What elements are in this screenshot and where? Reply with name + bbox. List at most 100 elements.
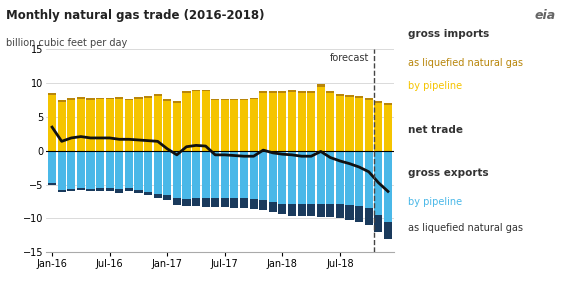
Bar <box>211 100 219 151</box>
Bar <box>288 204 296 216</box>
Bar <box>173 103 181 151</box>
Bar <box>288 151 296 204</box>
Bar <box>288 92 296 151</box>
Bar <box>336 96 344 151</box>
Bar <box>317 86 325 151</box>
Bar <box>173 198 181 205</box>
Bar <box>384 151 392 222</box>
Bar <box>192 198 200 206</box>
Bar <box>77 97 85 99</box>
Bar <box>355 96 363 98</box>
Bar <box>153 151 162 194</box>
Text: billion cubic feet per day: billion cubic feet per day <box>6 38 127 48</box>
Bar <box>317 151 325 204</box>
Text: gross imports: gross imports <box>408 29 489 39</box>
Bar <box>105 98 113 99</box>
Bar <box>230 198 239 208</box>
Bar <box>173 101 181 103</box>
Bar <box>173 151 181 198</box>
Bar <box>288 90 296 92</box>
Bar <box>374 151 383 215</box>
Bar <box>48 95 56 151</box>
Text: by pipeline: by pipeline <box>408 197 462 207</box>
Bar <box>124 188 133 191</box>
Bar <box>134 99 142 151</box>
Bar <box>346 95 354 97</box>
Bar <box>230 151 239 198</box>
Bar <box>278 204 287 214</box>
Bar <box>163 195 171 200</box>
Bar <box>67 189 75 191</box>
Text: as liquefied natural gas: as liquefied natural gas <box>408 223 523 233</box>
Bar <box>307 93 316 151</box>
Bar <box>48 93 56 95</box>
Bar <box>269 93 277 151</box>
Bar <box>67 151 75 189</box>
Bar <box>298 93 306 151</box>
Bar <box>250 199 258 209</box>
Bar <box>221 100 229 151</box>
Bar <box>211 151 219 198</box>
Bar <box>67 100 75 151</box>
Text: gross exports: gross exports <box>408 168 489 178</box>
Bar <box>96 188 104 191</box>
Bar <box>201 151 210 198</box>
Bar <box>163 99 171 102</box>
Bar <box>153 94 162 96</box>
Bar <box>384 222 392 239</box>
Bar <box>230 99 239 100</box>
Bar <box>57 151 66 190</box>
Bar <box>346 151 354 205</box>
Bar <box>96 151 104 188</box>
Bar <box>192 91 200 151</box>
Bar <box>115 151 123 189</box>
Text: eia: eia <box>535 9 556 22</box>
Text: Monthly natural gas trade (2016-2018): Monthly natural gas trade (2016-2018) <box>6 9 264 22</box>
Bar <box>201 198 210 207</box>
Bar <box>211 198 219 207</box>
Bar <box>163 151 171 195</box>
Bar <box>307 91 316 93</box>
Bar <box>317 204 325 217</box>
Bar <box>48 151 56 183</box>
Bar <box>259 151 267 200</box>
Bar <box>355 206 363 222</box>
Bar <box>269 151 277 202</box>
Bar <box>77 99 85 151</box>
Bar <box>365 100 373 151</box>
Bar <box>105 151 113 188</box>
Bar <box>365 208 373 224</box>
Bar <box>57 190 66 192</box>
Bar <box>327 151 335 204</box>
Bar <box>86 100 94 151</box>
Bar <box>77 188 85 190</box>
Bar <box>317 84 325 86</box>
Bar <box>250 99 258 151</box>
Bar <box>115 97 123 99</box>
Bar <box>86 151 94 189</box>
Bar <box>115 189 123 193</box>
Bar <box>240 99 248 100</box>
Bar <box>307 204 316 216</box>
Bar <box>77 151 85 188</box>
Bar <box>124 99 133 100</box>
Bar <box>192 90 200 91</box>
Bar <box>259 91 267 93</box>
Bar <box>134 97 142 99</box>
Text: forecast: forecast <box>329 53 369 63</box>
Bar <box>336 151 344 204</box>
Bar <box>86 189 94 191</box>
Bar <box>250 98 258 99</box>
Bar <box>163 102 171 151</box>
Bar <box>182 93 190 151</box>
Bar <box>374 215 383 232</box>
Bar <box>240 151 248 198</box>
Bar <box>134 151 142 190</box>
Bar <box>153 96 162 151</box>
Bar <box>134 190 142 193</box>
Bar <box>115 99 123 151</box>
Bar <box>221 99 229 100</box>
Bar <box>96 98 104 99</box>
Bar <box>278 93 287 151</box>
Bar <box>365 151 373 208</box>
